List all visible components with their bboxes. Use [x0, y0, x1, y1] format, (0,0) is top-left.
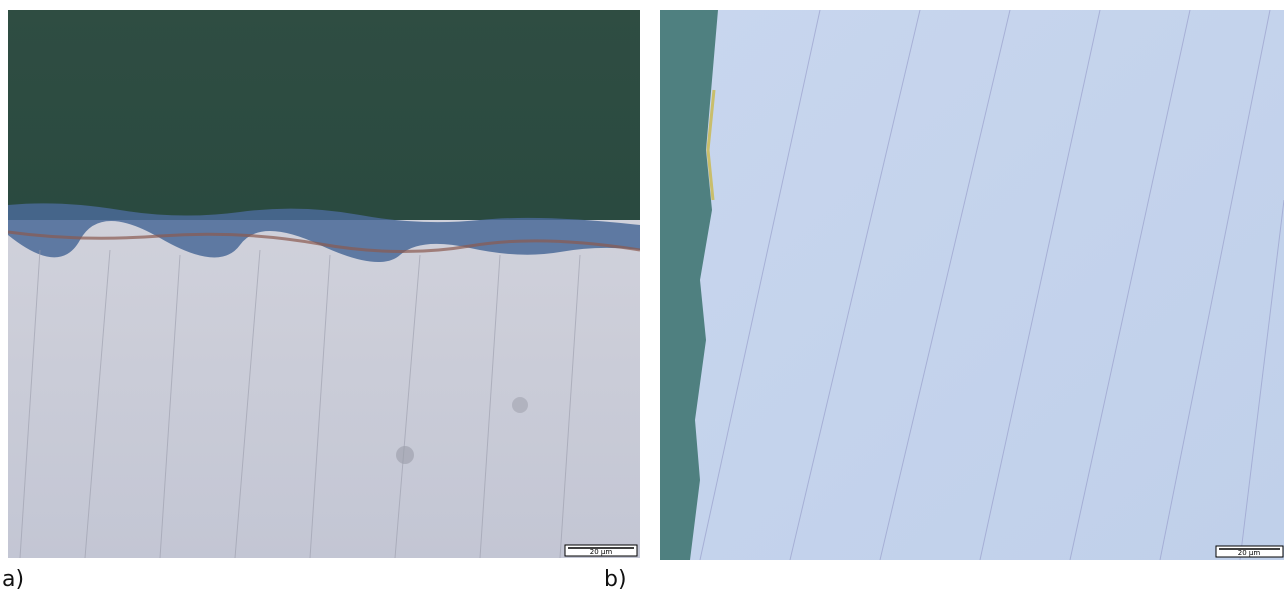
panel-b-image [660, 10, 1284, 560]
scale-bar [1215, 545, 1284, 558]
scale-bar [564, 544, 638, 557]
panel-label: a) [2, 567, 24, 592]
panel-a-image [8, 10, 640, 558]
panel-label: b) [604, 567, 627, 592]
scale-label: 20 µm [1238, 549, 1261, 557]
scale-label: 20 µm [590, 548, 613, 556]
